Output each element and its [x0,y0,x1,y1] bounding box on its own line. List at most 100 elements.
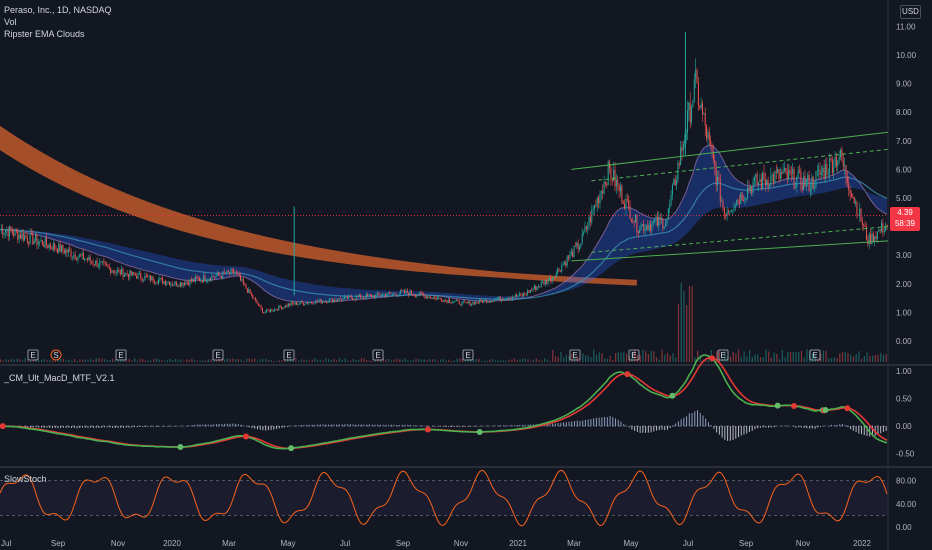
volume-bar [541,360,543,362]
macd-hist-bar [311,424,313,427]
candle-body [762,172,764,189]
volume-bar [13,359,15,362]
volume-bar [694,357,696,362]
volume-bar [164,360,166,362]
candle-body [726,211,728,217]
candle-body [51,247,53,250]
candle-body [231,269,233,271]
macd-hist-bar [814,426,816,429]
candle-body [654,220,656,222]
candle-body [158,279,160,284]
candle-body [108,266,110,268]
macd-hist-bar [675,423,677,427]
macd-hist-bar [412,425,414,427]
time-axis-label: Mar [567,539,581,548]
candle-body [103,261,105,263]
volume-bar [475,359,477,362]
candle-body [781,172,783,174]
macd-hist-bar [885,426,887,431]
volume-bar [874,354,876,362]
volume-bar [486,360,488,362]
candle-body [97,266,99,267]
macd-hist-bar [475,426,477,427]
candle-body [209,278,211,281]
candle-body [599,193,601,204]
macd-hist-bar [188,425,190,427]
macd-hist-bar [656,426,658,431]
candle-body [592,209,594,210]
candle-body [227,270,229,273]
macd-hist-bar [123,426,125,428]
candle-body [711,144,713,153]
candle-body [37,242,39,245]
volume-bar [445,360,447,362]
macd-hist-bar [757,426,759,429]
volume-bar [579,360,581,362]
volume-bar [363,358,365,362]
candle-body [393,293,395,294]
candle-body [331,298,333,303]
candle-body [710,139,712,145]
volume-bar [565,355,568,362]
macd-hist-bar [863,426,865,436]
volume-bar [841,352,844,362]
candle-body [66,249,68,253]
candle-body [330,298,332,300]
candle-body [59,243,61,252]
volume-bar [358,359,360,362]
candle-body [33,240,35,245]
candle-body [644,228,646,231]
currency-button[interactable]: USD [900,5,921,19]
volume-bar [65,360,67,362]
candle-body [402,290,404,292]
volume-bar [563,357,565,362]
candle-body [143,279,145,281]
candle-body [62,245,64,251]
candle-body [477,302,479,304]
svg-text:E: E [631,351,636,360]
candle-body [45,238,47,245]
candle-body [850,194,852,197]
macd-hist-bar [576,420,578,427]
macd-hist-bar [571,421,573,427]
macd-hist-bar [584,419,586,427]
macd-hist-bar [333,424,335,427]
volume-bar [218,358,220,362]
macd-hist-bar [352,424,354,427]
volume-bar [95,358,97,362]
candle-body [576,243,578,247]
candle-body [529,289,531,293]
volume-bar [188,359,190,362]
svg-text:E: E [30,351,35,360]
candle-body [872,233,874,242]
candle-body [589,216,591,223]
macd-hist-bar [267,426,269,431]
volume-bar [757,354,759,362]
candle-body [203,275,205,282]
macd-hist-bar [407,424,409,427]
candle-body [420,292,422,294]
volume-bar [90,358,92,362]
earnings-marker: E [283,349,295,361]
volume-bar [174,358,177,362]
candle-body [3,232,5,235]
candle-body [874,236,876,242]
ema-cloud-label: Ripster EMA Clouds [4,29,85,39]
candle-body [48,244,50,248]
earnings-marker: E [569,349,581,361]
volume-bar [669,355,671,362]
volume-bar [467,358,469,362]
macd-hist-bar [358,424,360,427]
volume-bar [825,350,827,362]
macd-hist-bar [328,424,330,427]
volume-bar [336,360,338,362]
candle-body [427,296,429,299]
volume-bar [453,360,455,362]
time-axis-label: 2020 [163,539,181,548]
candle-body [58,243,60,253]
candle-body [554,277,556,279]
volume-bar [292,359,294,362]
candle-body [167,282,169,284]
volume-bar [341,359,343,362]
